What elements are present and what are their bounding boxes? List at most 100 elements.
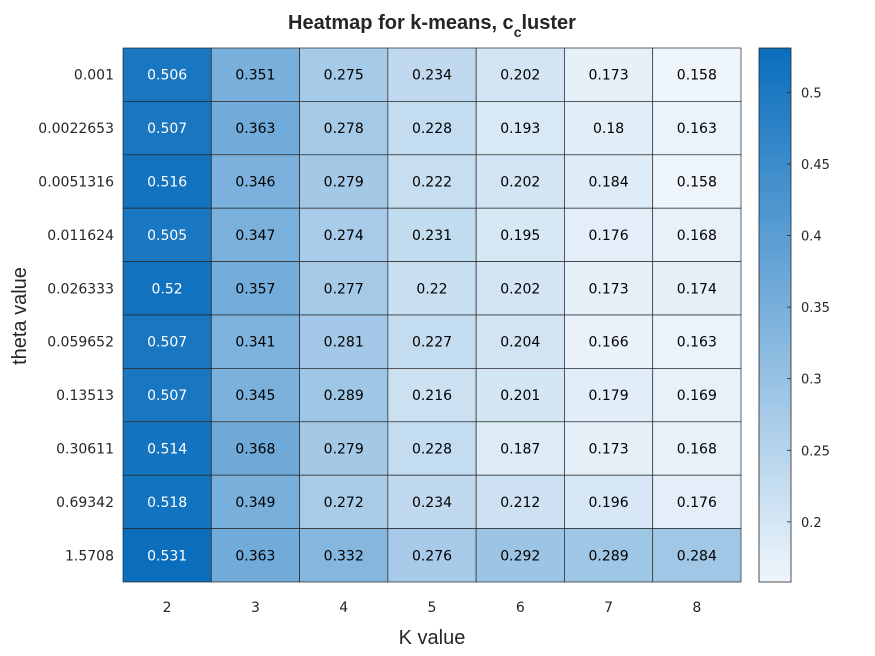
colorbar-segment: [759, 185, 791, 191]
colorbar-segment: [759, 163, 791, 169]
cell-value-label: 0.228: [412, 442, 452, 458]
colorbar-segment: [759, 110, 791, 116]
colorbar-segment: [759, 190, 791, 196]
colorbar-segment: [759, 506, 791, 512]
y-tick-label: 0.026333: [47, 281, 114, 297]
colorbar-segment: [759, 239, 791, 245]
colorbar-segment: [759, 217, 791, 223]
cell-value-label: 0.279: [324, 442, 364, 458]
cell-value-label: 0.277: [324, 281, 364, 297]
colorbar-segment: [759, 92, 791, 98]
chart-title: Heatmap for k-means, ccluster: [288, 12, 576, 40]
y-tick-labels: 0.001 0.0022653 0.0051316 0.011624 0.026333 0…: [38, 68, 114, 565]
chart-title-tail: luster: [521, 12, 576, 34]
colorbar-segment: [759, 283, 791, 289]
x-tick-labels: 2 3 4 5 6 7 8: [163, 600, 702, 616]
heatmap-cell: [475, 528, 565, 583]
colorbar-segment: [759, 141, 791, 147]
cell-value-label: 0.274: [324, 228, 364, 244]
colorbar-segment: [759, 119, 791, 125]
colorbar-segment: [759, 83, 791, 89]
colorbar-tick-label: 0.3: [801, 373, 822, 388]
colorbar-segment: [759, 435, 791, 441]
x-tick-label: 5: [428, 600, 437, 616]
colorbar-segment: [759, 461, 791, 467]
colorbar-segment: [759, 252, 791, 258]
colorbar-segment: [759, 234, 791, 240]
colorbar-segment: [759, 412, 791, 418]
cell-value-label: 0.272: [324, 495, 364, 511]
colorbar-segment: [759, 559, 791, 565]
cell-value-label: 0.289: [589, 548, 629, 564]
colorbar-segment: [759, 533, 791, 539]
colorbar-segment: [759, 70, 791, 76]
heatmap-cell: [652, 368, 742, 423]
x-tick-label: 3: [251, 600, 260, 616]
heatmap-cell: [652, 314, 742, 369]
heatmap-cell: [299, 101, 389, 156]
colorbar-segment: [759, 266, 791, 272]
colorbar-segment: [759, 341, 791, 347]
heatmap-cell: [122, 314, 212, 369]
colorbar-segment: [759, 306, 791, 312]
colorbar-segment: [759, 137, 791, 143]
colorbar-segment: [759, 194, 791, 200]
cell-value-label: 0.187: [500, 442, 540, 458]
heatmap-cell: [122, 528, 212, 583]
cell-value-label: 0.196: [589, 495, 629, 511]
colorbar-segment: [759, 128, 791, 134]
colorbar-tick-label: 0.4: [801, 230, 822, 245]
colorbar-segment: [759, 154, 791, 160]
heatmap-cell: [210, 47, 300, 102]
colorbar-segment: [759, 421, 791, 427]
colorbar-segment: [759, 470, 791, 476]
chart-title-main: Heatmap for k-means, c: [288, 12, 514, 34]
cell-value-label: 0.278: [324, 121, 364, 137]
colorbar-tick-label: 0.35: [801, 301, 830, 316]
heatmap-cells: 0.506 0.351 0.275 0.234 0.202 0.173 0.158 0.507…: [122, 47, 742, 583]
colorbar-segment: [759, 573, 791, 579]
cell-value-label: 0.518: [147, 495, 187, 511]
colorbar-segment: [759, 79, 791, 85]
x-tick-label: 2: [163, 600, 172, 616]
heatmap-cell: [122, 421, 212, 476]
cell-value-label: 0.507: [147, 335, 187, 351]
y-tick-label: 0.13513: [56, 388, 114, 404]
colorbar-segment: [759, 484, 791, 490]
heatmap-cell: [652, 421, 742, 476]
y-tick-label: 1.5708: [65, 548, 114, 564]
cell-value-label: 0.193: [500, 121, 540, 137]
heatmap-cell: [387, 421, 477, 476]
cell-value-label: 0.332: [324, 548, 364, 564]
cell-value-label: 0.234: [412, 495, 452, 511]
colorbar-segment: [759, 568, 791, 574]
cell-value-label: 0.506: [147, 68, 187, 84]
colorbar-segment: [759, 315, 791, 321]
colorbar-segment: [759, 323, 791, 329]
colorbar-segment: [759, 528, 791, 534]
cell-value-label: 0.507: [147, 388, 187, 404]
colorbar-segment: [759, 168, 791, 174]
cell-value-label: 0.176: [589, 228, 629, 244]
colorbar-segment: [759, 359, 791, 365]
cell-value-label: 0.179: [589, 388, 629, 404]
colorbar-segment: [759, 475, 791, 481]
heatmap-cell: [564, 154, 654, 209]
colorbar-segment: [759, 457, 791, 463]
cell-value-label: 0.18: [593, 121, 624, 137]
colorbar-segment: [759, 363, 791, 369]
heatmap-cell: [475, 47, 565, 102]
y-tick-label: 0.059652: [47, 335, 114, 351]
colorbar-segment: [759, 288, 791, 294]
colorbar-segment: [759, 541, 791, 547]
heatmap-cell: [387, 528, 477, 583]
cell-value-label: 0.346: [235, 175, 275, 191]
colorbar-segment: [759, 212, 791, 218]
cell-value-label: 0.516: [147, 175, 187, 191]
colorbar-segment: [759, 377, 791, 383]
colorbar-tick-label: 0.5: [801, 86, 822, 101]
colorbar-segment: [759, 145, 791, 151]
colorbar-segment: [759, 439, 791, 445]
colorbar-segment: [759, 497, 791, 503]
cell-value-label: 0.201: [500, 388, 540, 404]
